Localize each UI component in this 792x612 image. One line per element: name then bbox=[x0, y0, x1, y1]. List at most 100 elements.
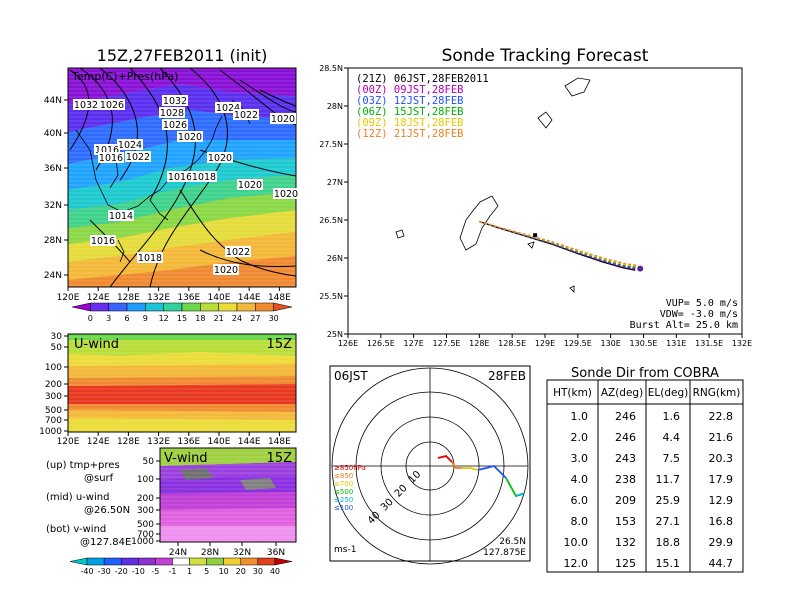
pressure-label: 1014 bbox=[109, 211, 133, 222]
cobra-cell: 8.0 bbox=[571, 515, 589, 528]
vwind-colorbar-swatch bbox=[240, 557, 259, 566]
uwind-p-label: 700 bbox=[45, 416, 62, 426]
cobra-header-cell: AZ(deg) bbox=[601, 387, 643, 399]
cobra-cell: 238 bbox=[615, 473, 636, 486]
vwind-colorbar-swatch bbox=[103, 557, 122, 566]
cobra-cell: 1.6 bbox=[663, 410, 681, 423]
pressure-label: 1018 bbox=[192, 172, 216, 183]
vwind-lat-label: 36N bbox=[267, 548, 285, 558]
pressure-label-bg bbox=[273, 188, 299, 199]
colorbar-label: 15 bbox=[177, 314, 187, 323]
map-lon-label: 136E bbox=[177, 293, 200, 303]
vwind-p-label: 300 bbox=[137, 506, 154, 516]
cobra-cell: 29.9 bbox=[709, 536, 734, 549]
uwind-p-label: 1000 bbox=[39, 427, 62, 437]
vwind-p-label: 1000 bbox=[131, 537, 154, 547]
vwind-colorbar-swatch bbox=[206, 557, 224, 566]
pressure-label-bg bbox=[237, 179, 263, 190]
track-lon-label: 128.5E bbox=[498, 339, 526, 348]
pressure-label: 1022 bbox=[226, 247, 250, 258]
track-lat-label: 27N bbox=[327, 178, 343, 187]
vwind-colorbar-swatch bbox=[223, 557, 242, 566]
param-burst: Burst Alt= 25.0 km bbox=[630, 320, 738, 331]
map-lat-label: 36N bbox=[44, 164, 62, 174]
polar-loc-lon: 127.875E bbox=[483, 548, 526, 558]
vwind-colorbar-swatch bbox=[120, 557, 139, 566]
polar-level-label: ≤100 bbox=[334, 504, 353, 512]
colorbar-label: 12 bbox=[159, 314, 169, 323]
note-bot-2: @127.84E bbox=[80, 537, 131, 548]
vwind-colorbar-swatch bbox=[138, 557, 156, 566]
pressure-label-bg bbox=[99, 99, 125, 110]
pressure-label: 1022 bbox=[126, 152, 150, 163]
pressure-label-bg bbox=[90, 235, 116, 246]
cobra-cell: 246 bbox=[615, 410, 636, 423]
pressure-label-bg bbox=[162, 95, 188, 106]
cobra-cell: 4.4 bbox=[663, 431, 681, 444]
cobra-header-cell: RNG(km) bbox=[693, 387, 741, 399]
pressure-label: 1024 bbox=[118, 140, 142, 151]
track-lat-label: 25.5N bbox=[319, 292, 343, 301]
track-lat-label: 26N bbox=[327, 254, 343, 263]
cobra-cell: 17.9 bbox=[709, 473, 734, 486]
pressure-label-bg bbox=[108, 210, 134, 221]
map-lon-label: 140E bbox=[208, 293, 231, 303]
cobra-cell: 10.0 bbox=[564, 536, 589, 549]
vwind-time: 15Z bbox=[267, 451, 293, 466]
vwind-colorbar-label: -30 bbox=[98, 567, 111, 576]
vwind-colorbar-label: 5 bbox=[204, 567, 209, 576]
colorbar-swatch bbox=[273, 302, 293, 312]
cobra-cell: 6.0 bbox=[571, 494, 589, 507]
pressure-label-bg bbox=[225, 246, 251, 257]
pressure-label: 1020 bbox=[238, 180, 262, 191]
colorbar-label: 3 bbox=[106, 314, 111, 323]
map-title: 15Z,27FEB2011 (init) bbox=[97, 46, 268, 65]
cobra-cell: 1.0 bbox=[571, 410, 589, 423]
cobra-title: Sonde Dir from COBRA bbox=[571, 366, 719, 381]
cobra-cell: 27.1 bbox=[656, 515, 681, 528]
polar-level-label: ≤500 bbox=[334, 488, 353, 496]
pressure-label-bg bbox=[177, 131, 203, 142]
map-lon-label: 144E bbox=[238, 293, 261, 303]
cobra-cell: 18.8 bbox=[656, 536, 681, 549]
vwind-colorbar-label: 20 bbox=[236, 567, 246, 576]
colorbar-label: 9 bbox=[143, 314, 148, 323]
polar-level-label: ≤250 bbox=[334, 496, 353, 504]
pressure-label-bg bbox=[167, 171, 193, 182]
vwind-colorbar-label: -10 bbox=[132, 567, 145, 576]
vwind-title: V-wind bbox=[164, 451, 208, 466]
pressure-label-bg bbox=[233, 109, 259, 120]
uwind-lon-label: 144E bbox=[238, 437, 261, 447]
track-legend-entry: (06Z) 15JST,28FEB bbox=[356, 106, 463, 118]
vwind-colorbar-label: -5 bbox=[151, 567, 159, 576]
hodograph bbox=[437, 455, 528, 498]
vwind-colorbar-label: -40 bbox=[81, 567, 94, 576]
map-lon-label: 120E bbox=[57, 293, 80, 303]
pressure-label: 1020 bbox=[214, 265, 238, 276]
polar-level-label: ≥850hPa bbox=[334, 464, 366, 472]
vwind-colorbar-swatch bbox=[172, 557, 190, 566]
track-lon-label: 127.5E bbox=[433, 339, 461, 348]
pressure-label: 1018 bbox=[138, 253, 162, 264]
pressure-label: 1024 bbox=[216, 103, 240, 114]
colorbar-swatch bbox=[218, 302, 238, 312]
map-frame bbox=[67, 67, 297, 288]
uwind-title: U-wind bbox=[74, 337, 119, 352]
param-vdw: VDW= -3.0 m/s bbox=[660, 309, 738, 320]
cobra-header-cell: EL(deg) bbox=[648, 387, 688, 399]
pressure-label: 1032 bbox=[74, 100, 98, 111]
pressure-label: 1026 bbox=[163, 120, 187, 131]
cobra-cell: 22.8 bbox=[709, 410, 734, 423]
track-lon-label: 131E bbox=[666, 339, 686, 348]
vwind-colorbar-swatch bbox=[274, 557, 293, 566]
map-lon-label: 148E bbox=[268, 293, 291, 303]
colorbar-label: 27 bbox=[250, 314, 260, 323]
track-legend-entry: (09Z) 18JST,28FEB bbox=[356, 117, 463, 129]
colorbar-label: 0 bbox=[88, 314, 93, 323]
note-bot-1: (bot) v-wind bbox=[46, 524, 106, 535]
cobra-cell: 4.0 bbox=[571, 473, 589, 486]
map-lat-label: 24N bbox=[44, 271, 62, 281]
